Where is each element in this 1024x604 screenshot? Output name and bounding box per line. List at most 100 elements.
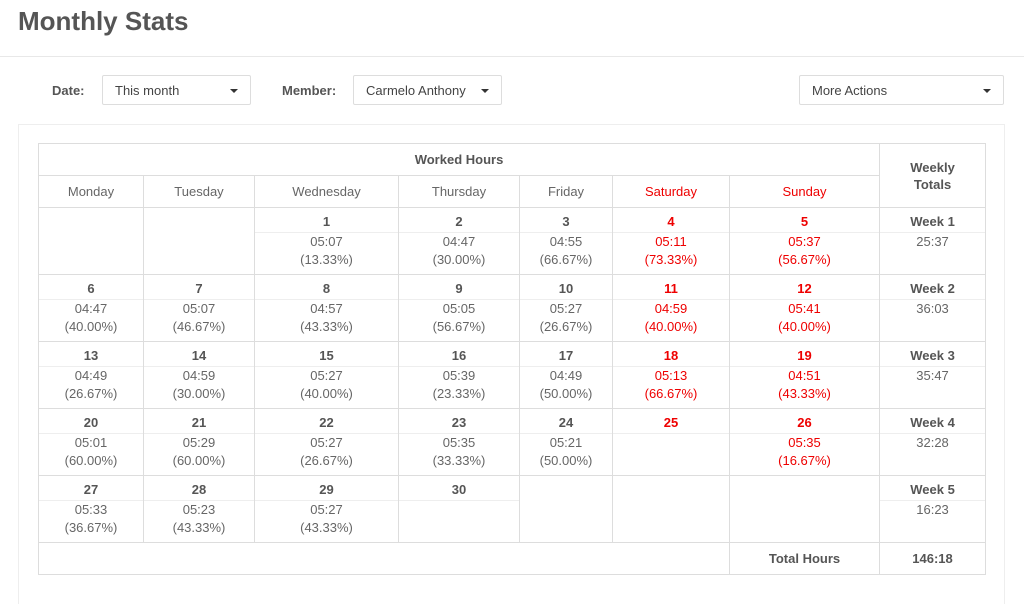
worked-percent: (43.33%)	[172, 520, 226, 535]
week-label: Week 4	[880, 409, 986, 434]
worked-percent: (26.67%)	[64, 386, 118, 401]
day-cell: 1 05:07 (13.33%)	[254, 207, 399, 275]
worked-time: 05:07	[310, 234, 343, 249]
day-number: 15	[255, 342, 398, 367]
day-cell: 10 05:27 (26.67%)	[519, 274, 613, 342]
week-row: 1 05:07 (13.33%) 2 04:47 (30.00%) 3 04:55 (66.67…	[38, 207, 987, 275]
worked-percent: (43.33%)	[300, 319, 353, 334]
worked-percent: (43.33%)	[300, 520, 353, 535]
worked-percent: (40.00%)	[64, 319, 118, 334]
day-cell: 27 05:33 (36.67%)	[38, 475, 144, 543]
week-total: 32:28	[916, 435, 949, 450]
day-header: Tuesday	[143, 175, 255, 208]
day-number: 25	[613, 409, 729, 434]
worked-time: 04:47	[442, 234, 476, 249]
week-row: 27 05:33 (36.67%) 28 05:23 (43.33%) 29 05:27 (43…	[38, 475, 987, 543]
day-number: 5	[730, 208, 880, 233]
day-cell	[38, 207, 144, 275]
week-total-cell: Week 4 32:28	[879, 408, 987, 476]
day-number: 6	[39, 275, 143, 300]
week-total: 25:37	[916, 234, 949, 249]
worked-percent: (50.00%)	[539, 386, 593, 401]
week-total: 36:03	[916, 301, 949, 316]
day-number: 27	[39, 476, 143, 501]
worked-percent: (43.33%)	[778, 386, 831, 401]
day-cell: 3 04:55 (66.67%)	[519, 207, 613, 275]
group-header: Worked Hours	[37, 143, 881, 176]
day-number: 4	[613, 208, 729, 233]
worked-percent: (40.00%)	[300, 386, 353, 401]
total-value: 146:18	[879, 542, 987, 575]
week-total-cell: Week 5 16:23	[879, 475, 987, 543]
day-cell: 16 05:39 (23.33%)	[398, 341, 520, 409]
day-number: 13	[39, 342, 143, 367]
day-cell	[143, 207, 255, 275]
day-number: 21	[144, 409, 254, 434]
day-cell: 21 05:29 (60.00%)	[143, 408, 255, 476]
worked-percent: (13.33%)	[300, 252, 353, 267]
worked-percent: (46.67%)	[172, 319, 226, 334]
day-number: 12	[730, 275, 880, 300]
more-actions[interactable]: More Actions	[799, 75, 1004, 105]
worked-time: 04:59	[182, 368, 216, 383]
date-select[interactable]: This month	[102, 75, 251, 105]
worked-time: 05:21	[549, 435, 583, 450]
worked-time: 05:29	[182, 435, 216, 450]
day-cell: 19 04:51 (43.33%)	[728, 341, 881, 409]
worked-percent: (26.67%)	[300, 453, 353, 468]
day-cell: 20 05:01 (60.00%)	[38, 408, 144, 476]
day-header: Sunday	[728, 175, 881, 208]
day-number: 9	[399, 275, 519, 300]
day-number: 19	[730, 342, 880, 367]
day-cell	[728, 475, 881, 543]
worked-percent: (66.67%)	[539, 252, 593, 267]
day-cell: 5 05:37 (56.67%)	[728, 207, 881, 275]
day-number: 8	[255, 275, 398, 300]
member-select[interactable]: Carmelo Anthony	[353, 75, 502, 105]
day-cell: 24 05:21 (50.00%)	[519, 408, 613, 476]
worked-time: 05:27	[549, 301, 583, 316]
week-total: 35:47	[916, 368, 949, 383]
date-label: Date:	[52, 83, 85, 98]
day-number: 29	[255, 476, 398, 501]
worked-time: 05:23	[182, 502, 216, 517]
day-number: 10	[520, 275, 612, 300]
day-cell: 13 04:49 (26.67%)	[38, 341, 144, 409]
day-number: 3	[520, 208, 612, 233]
day-cell	[612, 475, 730, 543]
worked-time: 05:07	[182, 301, 216, 316]
worked-time: 05:35	[788, 435, 821, 450]
worked-percent: (60.00%)	[64, 453, 118, 468]
worked-time: 05:27	[310, 502, 343, 517]
stats-table: Worked Hours Weekly Totals Monday Tuesday…	[37, 143, 987, 575]
day-number: 17	[520, 342, 612, 367]
day-cell: 28 05:23 (43.33%)	[143, 475, 255, 543]
day-cell: 23 05:35 (33.33%)	[398, 408, 520, 476]
week-label: Week 5	[880, 476, 986, 501]
worked-percent: (30.00%)	[172, 386, 226, 401]
week-row: 20 05:01 (60.00%) 21 05:29 (60.00%) 22 05:27 (26…	[38, 408, 987, 476]
day-number: 24	[520, 409, 612, 434]
week-label: Week 1	[880, 208, 986, 233]
day-header: Monday	[38, 175, 144, 208]
day-number: 23	[399, 409, 519, 434]
day-cell: 17 04:49 (50.00%)	[519, 341, 613, 409]
week-total-cell: Week 2 36:03	[879, 274, 987, 342]
day-cell: 9 05:05 (56.67%)	[398, 274, 520, 342]
worked-percent: (60.00%)	[172, 453, 226, 468]
empty-cell	[38, 542, 730, 575]
worked-percent: (33.33%)	[432, 453, 486, 468]
day-cell	[519, 475, 613, 543]
worked-time: 04:55	[549, 234, 583, 249]
page-title: Monthly Stats	[18, 6, 189, 36]
worked-percent: (56.67%)	[778, 252, 831, 267]
worked-time: 05:41	[788, 301, 821, 316]
worked-time: 05:37	[788, 234, 821, 249]
day-cell: 22 05:27 (26.67%)	[254, 408, 399, 476]
worked-time: 05:39	[442, 368, 476, 383]
worked-time: 04:59	[654, 301, 688, 316]
week-row: 6 04:47 (40.00%) 7 05:07 (46.67%) 8 04:57 (43.33…	[38, 274, 987, 342]
worked-percent: (66.67%)	[644, 386, 698, 401]
member-label: Member:	[282, 83, 337, 98]
